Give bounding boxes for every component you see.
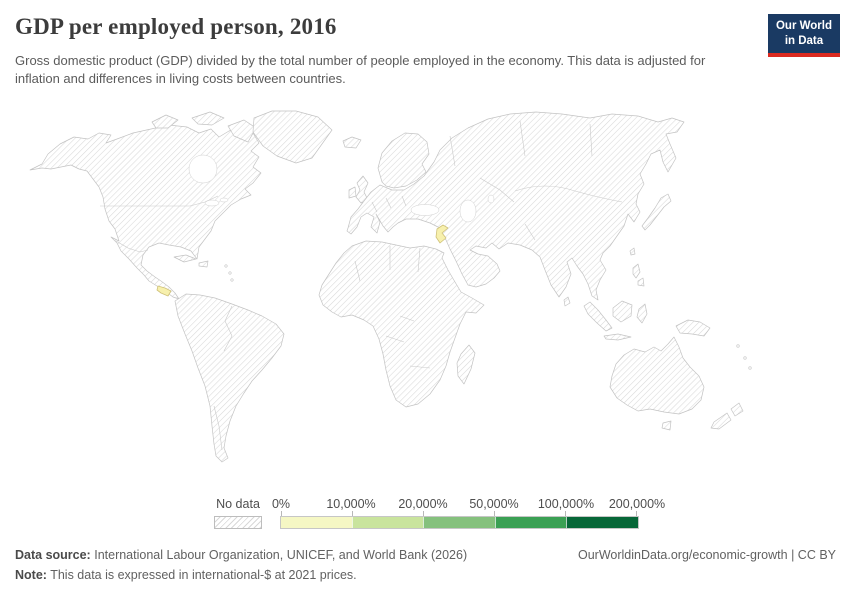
legend-color-scale: [280, 516, 639, 529]
map-region-arctic-islands[interactable]: [151, 114, 179, 129]
data-source-label: Data source:: [15, 548, 91, 562]
map-country-costa-rica[interactable]: [156, 285, 172, 297]
map-region-greenland[interactable]: [252, 110, 333, 164]
map-region-pacific-islands[interactable]: [743, 356, 747, 360]
map-region-eurasia[interactable]: [346, 111, 685, 301]
legend-tick: [565, 511, 566, 516]
map-region-antilles[interactable]: [228, 271, 232, 275]
legend-tick: [636, 511, 637, 516]
legend-tick-label: 100,000%: [537, 497, 595, 511]
map-region-java[interactable]: [603, 333, 632, 341]
map-region-new-zealand[interactable]: [730, 402, 744, 417]
map-region-tasmania[interactable]: [661, 420, 672, 431]
country-borders: [100, 120, 623, 451]
owid-link[interactable]: OurWorldinData.org/economic-growth: [578, 548, 788, 562]
data-source-text: International Labour Organization, UNICE…: [94, 548, 468, 562]
map-region-taiwan[interactable]: [629, 247, 636, 256]
legend-tick: [352, 511, 353, 516]
world-map: [0, 106, 850, 488]
legend-tick: [281, 511, 282, 516]
map-region-antilles[interactable]: [224, 264, 228, 268]
legend-tick: [494, 511, 495, 516]
map-region-philippines[interactable]: [637, 277, 645, 287]
note-text: This data is expressed in international-…: [50, 568, 357, 582]
map-region-sumatra[interactable]: [583, 301, 613, 332]
map-region-scandinavia[interactable]: [377, 132, 430, 189]
caspian-sea: [459, 199, 477, 223]
great-lakes: [219, 197, 229, 203]
footer-data-source: Data source: International Labour Organi…: [15, 548, 467, 562]
legend-tick-label: 20,000%: [398, 497, 448, 511]
map-region-australia[interactable]: [609, 336, 705, 415]
attribution-separator: |: [791, 548, 795, 562]
map-region-north-america[interactable]: [29, 124, 262, 300]
legend-no-data-swatch[interactable]: [214, 516, 262, 529]
map-region-sri-lanka[interactable]: [563, 296, 571, 307]
map-region-borneo[interactable]: [612, 300, 633, 323]
map-region-arctic-islands[interactable]: [191, 111, 225, 126]
owid-logo-line1: Our World: [775, 20, 832, 32]
legend-tick-label: 200,000%: [608, 497, 666, 511]
map-region-south-america[interactable]: [174, 293, 285, 463]
legend-bin-4[interactable]: [494, 517, 567, 528]
map-region-madagascar[interactable]: [456, 344, 476, 385]
legend-bin-3[interactable]: [423, 517, 495, 528]
great-lakes: [204, 199, 220, 207]
map-region-pacific-islands[interactable]: [748, 366, 752, 370]
black-sea: [410, 204, 440, 216]
license-label: CC BY: [797, 548, 836, 562]
legend-no-data-label: No data: [216, 497, 260, 511]
map-region-arctic-islands[interactable]: [227, 119, 257, 143]
map-region-iceland[interactable]: [342, 136, 362, 149]
footer-note: Note: This data is expressed in internat…: [15, 568, 357, 582]
map-country-jordan[interactable]: [435, 224, 449, 244]
chart-title: GDP per employed person, 2016: [15, 14, 337, 39]
note-label: Note:: [15, 568, 47, 582]
map-region-ireland[interactable]: [348, 186, 357, 199]
owid-logo[interactable]: Our World in Data: [767, 14, 840, 57]
map-region-africa[interactable]: [318, 240, 485, 408]
map-region-hispaniola[interactable]: [198, 260, 209, 268]
map-region-sulawesi[interactable]: [636, 303, 648, 324]
map-region-new-guinea[interactable]: [675, 319, 711, 337]
legend-tick-label: 0%: [271, 497, 291, 511]
hudson-bay: [188, 154, 218, 184]
legend-bin-5[interactable]: [566, 517, 638, 528]
map-region-antilles[interactable]: [230, 278, 234, 282]
chart-subtitle: Gross domestic product (GDP) divided by …: [15, 53, 706, 87]
map-region-new-zealand[interactable]: [710, 412, 732, 430]
legend-tick-label: 50,000%: [469, 497, 519, 511]
owid-logo-line2: in Data: [784, 34, 824, 47]
legend-bin-2[interactable]: [351, 517, 424, 528]
legend-bin-1[interactable]: [281, 517, 352, 528]
legend-tick-label: 10,000%: [326, 497, 376, 511]
map-region-cuba[interactable]: [173, 254, 197, 263]
map-region-philippines[interactable]: [632, 263, 641, 279]
map-region-japan[interactable]: [641, 193, 672, 231]
footer-attribution: OurWorldinData.org/economic-growth | CC …: [578, 548, 836, 562]
map-region-pacific-islands[interactable]: [736, 344, 740, 348]
aral-sea: [487, 194, 495, 204]
legend-tick: [423, 511, 424, 516]
